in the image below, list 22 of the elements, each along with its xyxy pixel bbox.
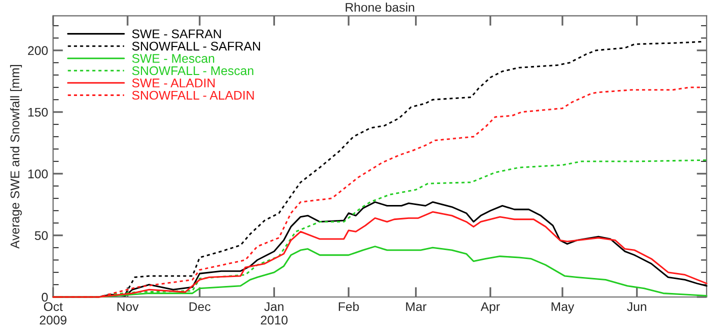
x-tick-label: May (552, 302, 574, 314)
y-tick-label: 100 (28, 169, 48, 178)
legend-label: SNOWFALL - Mescan (132, 66, 254, 76)
y-axis-title: Average SWE and Snowfall [mm] (10, 65, 22, 249)
x-tick-label: Mar (406, 302, 426, 312)
x-tick-label: Jun (627, 302, 646, 312)
y-tick-label: 50 (34, 231, 48, 240)
x-tick-label: Nov (117, 302, 139, 312)
legend-label: SWE - SAFRAN (132, 29, 221, 38)
chart-title: Rhone basin (346, 2, 414, 12)
y-tick-label: 200 (28, 46, 48, 56)
x-tick-label: Feb (338, 302, 359, 312)
legend-label: SWE - Mescan (132, 54, 214, 63)
legend-label: SNOWFALL - ALADIN (132, 90, 254, 100)
x-tick-label: Apr (480, 302, 500, 314)
x-tick-label: Oct 2009 (40, 302, 66, 325)
y-tick-label: 150 (28, 108, 48, 117)
x-tick-label: Dec (190, 302, 210, 312)
legend-label: SWE - ALADIN (132, 78, 215, 88)
y-tick-label: 0 (42, 292, 48, 302)
legend-label: SNOWFALL - SAFRAN (132, 42, 260, 51)
x-tick-label: Jan 2010 (260, 302, 288, 325)
